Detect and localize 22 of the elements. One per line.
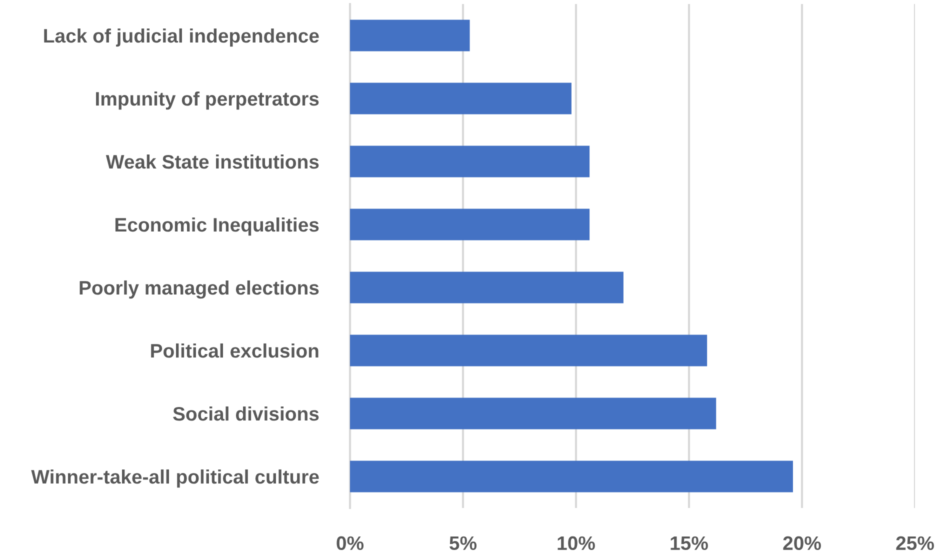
bar bbox=[350, 208, 590, 240]
x-tick-label: 0% bbox=[336, 536, 364, 550]
bar bbox=[350, 20, 470, 52]
y-tick-label: Weak State institutions bbox=[106, 154, 319, 169]
bar bbox=[350, 272, 624, 304]
x-tick-label: 15% bbox=[670, 536, 708, 550]
y-tick-label: Winner-take-all political culture bbox=[31, 469, 319, 488]
bar bbox=[350, 82, 572, 114]
y-tick-label: Lack of judicial independence bbox=[44, 28, 319, 47]
x-tick-label: 5% bbox=[450, 536, 477, 550]
bar bbox=[350, 146, 590, 178]
y-tick-label: Economic Inequalities bbox=[115, 217, 319, 236]
x-tick-label: 25% bbox=[896, 536, 934, 550]
bar bbox=[350, 334, 708, 366]
bar bbox=[350, 398, 716, 430]
y-tick-label: Impunity of perpetrators bbox=[96, 91, 319, 110]
y-tick-label: Social divisions bbox=[173, 406, 319, 421]
bar bbox=[350, 460, 793, 492]
y-tick-label: Poorly managed elections bbox=[80, 280, 319, 299]
y-tick-label: Political exclusion bbox=[151, 343, 318, 358]
x-tick-label: 10% bbox=[558, 536, 595, 550]
x-tick-label: 20% bbox=[783, 536, 821, 550]
